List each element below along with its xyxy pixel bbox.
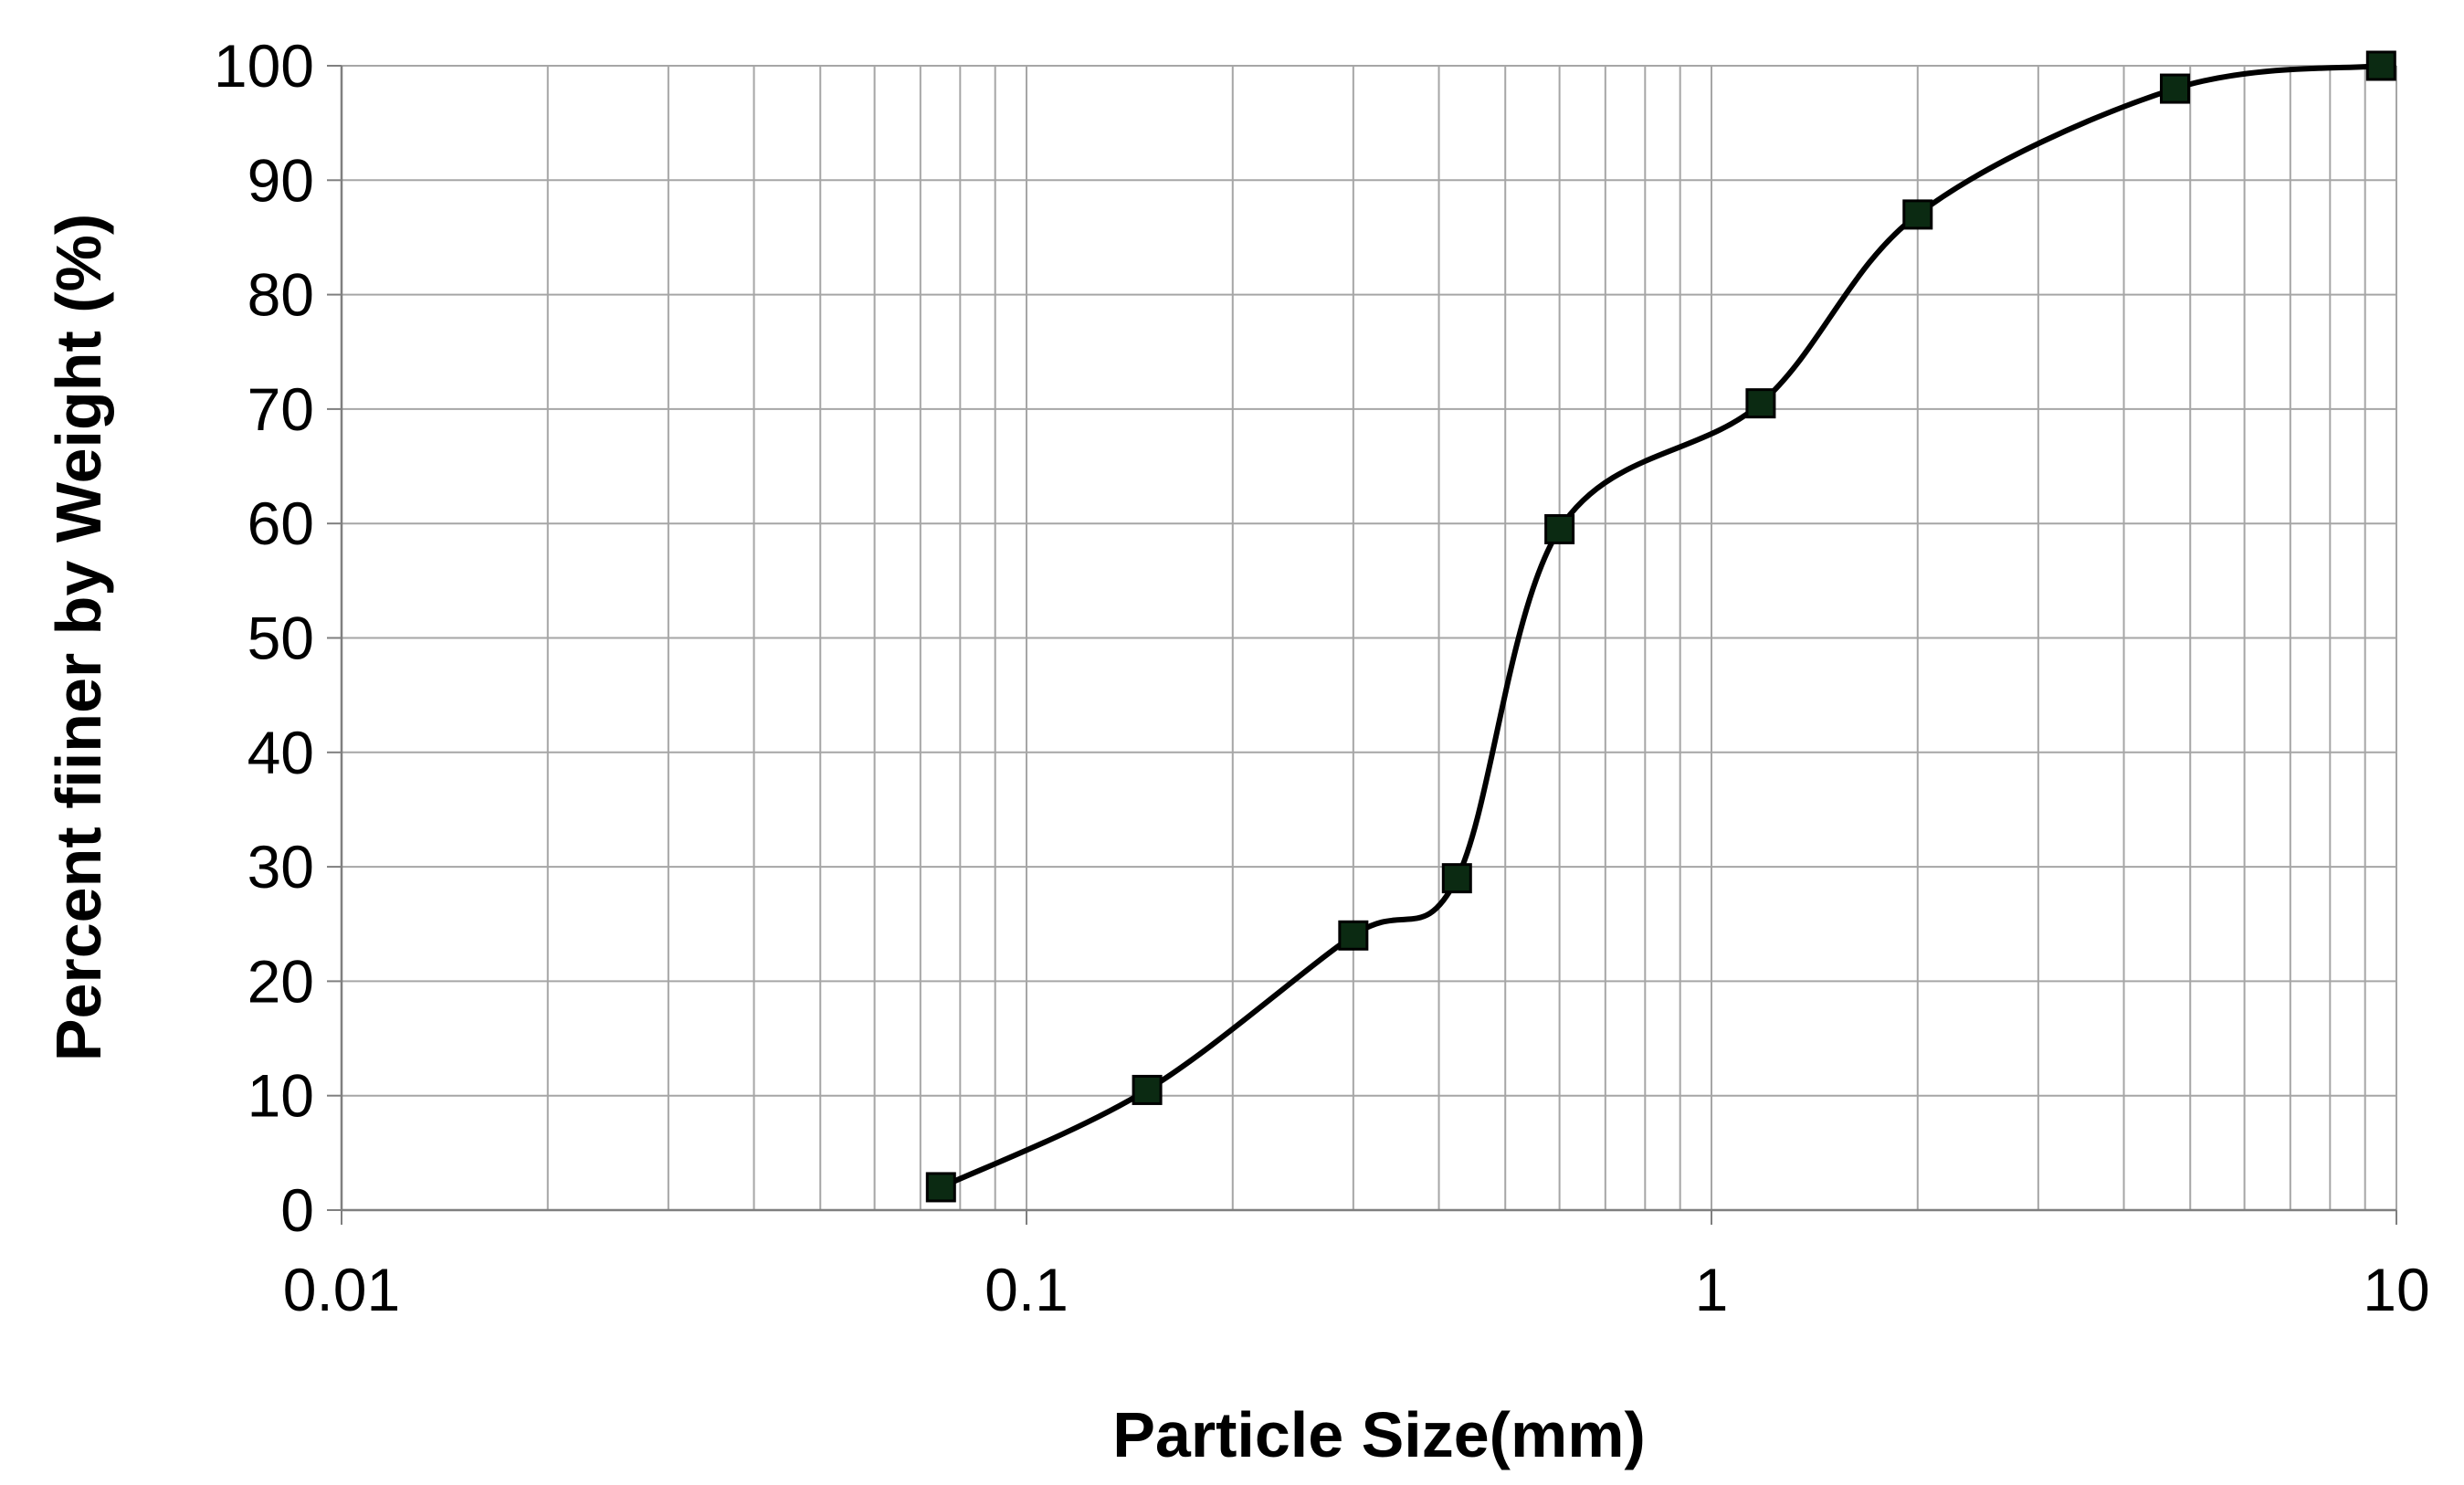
y-tick-labels: 0 10 20 30 40 50 60 70 80 90 100: [214, 32, 314, 1244]
x-tick-label: 10: [2363, 1256, 2429, 1323]
x-tick-label: 0.1: [985, 1256, 1069, 1323]
y-tick-label: 60: [247, 490, 314, 557]
data-point-marker: [1338, 920, 1369, 951]
axes: [327, 65, 2397, 1225]
y-tick-label: 30: [247, 833, 314, 900]
data-point-marker: [1441, 863, 1472, 894]
data-point-marker: [1902, 199, 1933, 230]
data-point-marker: [1544, 513, 1575, 544]
data-point-marker: [2365, 50, 2396, 81]
series: [925, 50, 2396, 1203]
data-point-marker: [925, 1172, 956, 1203]
data-point-marker: [1132, 1074, 1163, 1105]
y-axis-title: Percent fiiner by Weight (%): [43, 214, 114, 1061]
y-tick-label: 20: [247, 947, 314, 1015]
x-axis-title: Particle Size(mm): [1112, 1399, 1646, 1470]
x-tick-labels: 0.01 0.1 1 10: [283, 1256, 2430, 1323]
y-tick-label: 100: [214, 32, 314, 100]
y-tick-label: 0: [280, 1176, 314, 1244]
y-tick-label: 50: [247, 605, 314, 672]
x-tick-label: 0.01: [283, 1256, 400, 1323]
y-tick-label: 80: [247, 261, 314, 329]
y-tick-label: 10: [247, 1062, 314, 1130]
x-tick-label: 1: [1695, 1256, 1729, 1323]
y-tick-label: 90: [247, 146, 314, 214]
grid: [342, 65, 2397, 1210]
series-line: [940, 63, 2382, 1190]
y-tick-label: 70: [247, 375, 314, 443]
data-point-marker: [2160, 73, 2191, 104]
y-tick-label: 40: [247, 719, 314, 786]
data-point-marker: [1745, 388, 1776, 419]
